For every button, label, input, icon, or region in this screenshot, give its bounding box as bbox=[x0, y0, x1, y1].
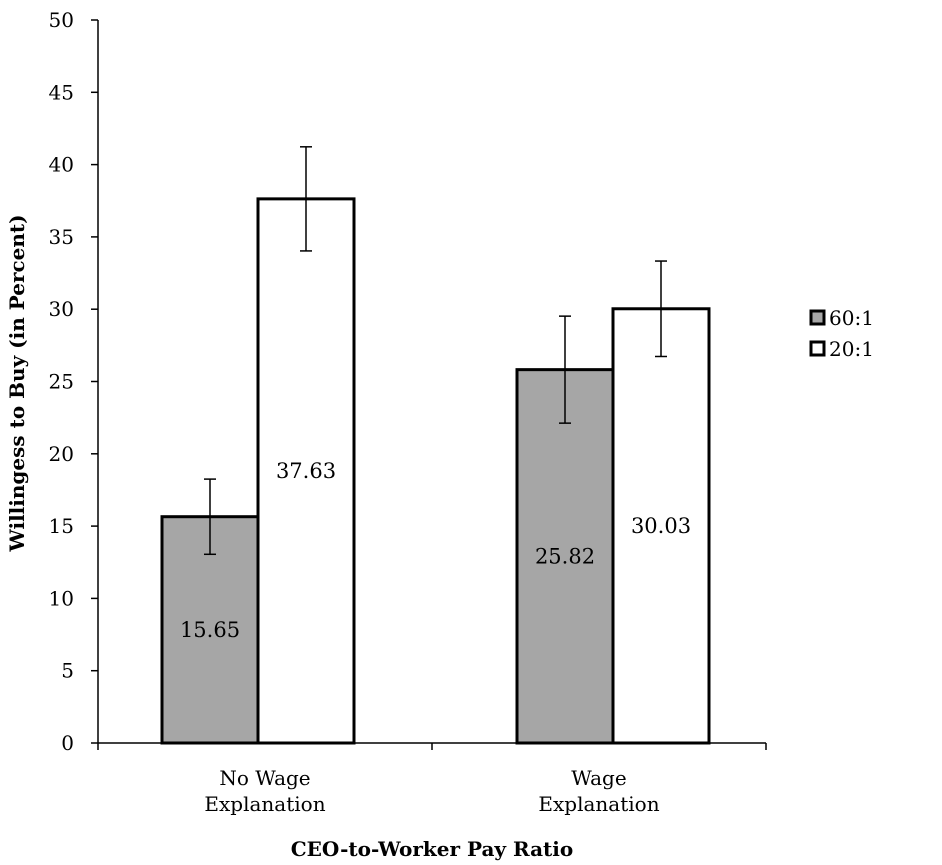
y-tick-label: 35 bbox=[49, 225, 74, 249]
y-tick-label: 25 bbox=[49, 370, 74, 394]
legend-item-20-1: 20:1 bbox=[809, 337, 874, 361]
legend-item-60-1: 60:1 bbox=[809, 306, 874, 330]
y-tick-label: 5 bbox=[61, 659, 74, 683]
x-tick-label: No Wage Explanation bbox=[204, 766, 325, 816]
legend: 60:1 20:1 bbox=[809, 306, 874, 361]
y-tick-label: 10 bbox=[49, 586, 74, 610]
y-tick-label: 30 bbox=[49, 297, 74, 321]
legend-swatch bbox=[809, 340, 826, 357]
y-tick-label: 15 bbox=[49, 514, 74, 538]
x-axis-title: CEO-to-Worker Pay Ratio bbox=[291, 837, 573, 861]
data-label: 15.65 bbox=[180, 618, 240, 642]
y-tick-label: 50 bbox=[49, 8, 74, 32]
error-bar-60-1-0 bbox=[204, 478, 216, 556]
data-labels: 15.65 25.82 37.63 30.03 bbox=[180, 459, 691, 642]
x-axis: No Wage Explanation Wage Explanation bbox=[97, 742, 767, 816]
y-tick-label: 45 bbox=[49, 80, 74, 104]
y-axis: 0 5 10 15 20 25 30 35 40 45 50 bbox=[49, 8, 99, 755]
error-bars bbox=[204, 146, 667, 556]
y-axis-title: Willingess to Buy (in Percent) bbox=[5, 214, 29, 552]
bar-60-1-1 bbox=[515, 368, 615, 745]
bar-20-1-1 bbox=[611, 307, 711, 745]
error-bar-20-1-1 bbox=[655, 260, 667, 358]
data-label: 25.82 bbox=[535, 544, 595, 568]
legend-label: 20:1 bbox=[829, 337, 874, 361]
error-bar-60-1-1 bbox=[559, 315, 571, 424]
bars bbox=[160, 197, 711, 745]
y-tick-label: 0 bbox=[61, 731, 74, 755]
x-tick-label: Wage Explanation bbox=[538, 766, 659, 816]
legend-swatch bbox=[809, 309, 826, 326]
error-bar-20-1-0 bbox=[300, 146, 312, 252]
y-tick-label: 40 bbox=[49, 153, 74, 177]
legend-label: 60:1 bbox=[829, 306, 874, 330]
data-label: 30.03 bbox=[631, 514, 691, 538]
data-label: 37.63 bbox=[276, 459, 336, 483]
y-tick-label: 20 bbox=[49, 442, 74, 466]
